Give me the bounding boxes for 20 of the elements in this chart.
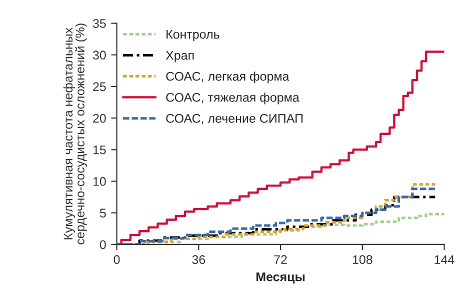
y-tick-label: 30 [92,50,106,60]
y-tick-label: 15 [93,146,106,154]
y-tick-label: 20 [93,114,106,123]
legend-label: Храп [166,51,194,62]
legend-label: СОАС, легкая форма [166,72,290,84]
x-tick-label: 36 [192,255,206,264]
legend-label: СОАС, лечение СИПАП [166,114,303,124]
y-tick-label: 10 [93,177,106,186]
y-tick-label: 25 [93,82,106,92]
y-tick-label: 0 [100,240,106,250]
x-tick-label: 144 [434,255,454,264]
y-tick-label: 5 [100,208,106,218]
legend-label: Контроль [166,30,220,42]
y-axis-title: Кумулятивная частота нефатальных сердечно-сосудистых осложнений (%) [63,24,87,244]
x-tick-label: 72 [274,255,287,264]
y-tick-label: 35 [92,19,106,28]
legend-label: СОАС, тяжелая форма [166,92,300,104]
x-axis-title: Месяцы [256,272,305,284]
x-tick-label: 0 [114,255,120,264]
x-tick-label: 108 [352,255,372,264]
